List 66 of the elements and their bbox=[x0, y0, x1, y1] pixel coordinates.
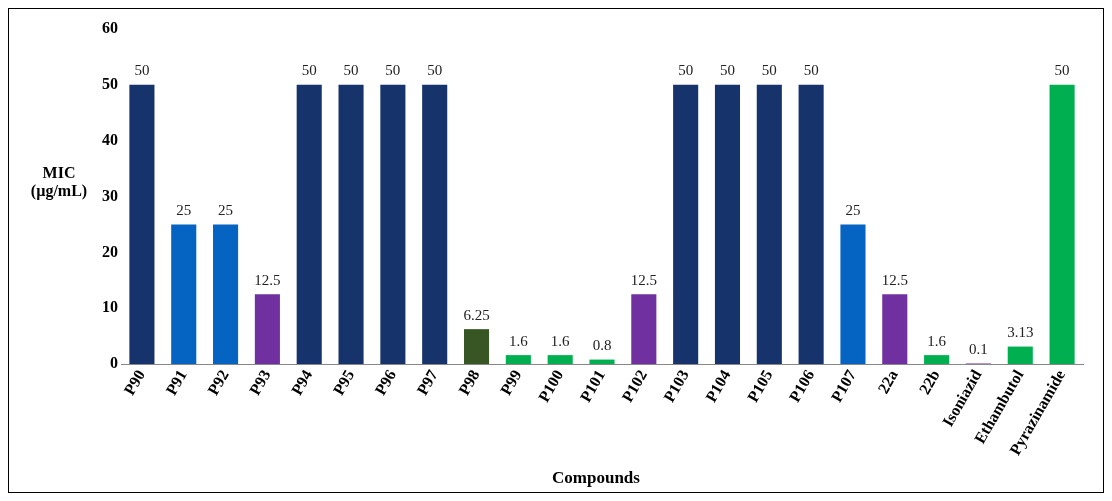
data-label: 50 bbox=[385, 62, 401, 79]
data-label: 50 bbox=[1054, 62, 1070, 79]
data-label: 12.5 bbox=[630, 271, 657, 288]
data-label: 50 bbox=[134, 62, 150, 79]
x-tick-label: P96 bbox=[371, 366, 400, 398]
bar bbox=[254, 294, 280, 365]
data-label: 50 bbox=[343, 62, 359, 79]
y-tick-label: 20 bbox=[102, 242, 118, 260]
x-tick-label: P94 bbox=[287, 366, 316, 398]
bar bbox=[213, 224, 239, 365]
bar bbox=[129, 84, 155, 365]
bar bbox=[171, 224, 197, 365]
y-tick-label: 30 bbox=[102, 186, 118, 204]
data-label: 0.8 bbox=[592, 337, 612, 354]
data-label: 0.1 bbox=[969, 340, 988, 357]
bar bbox=[882, 294, 908, 365]
y-tick-label: 0 bbox=[110, 354, 118, 372]
x-tick-label: P93 bbox=[245, 366, 274, 398]
y-axis-title: MIC (µg/mL) bbox=[29, 164, 89, 200]
data-label: 3.13 bbox=[1007, 324, 1034, 341]
y-tick-label: 10 bbox=[102, 298, 118, 316]
data-label: 50 bbox=[803, 62, 819, 79]
data-label: 1.6 bbox=[508, 332, 529, 349]
x-tick-label: P97 bbox=[413, 366, 441, 398]
bar bbox=[714, 84, 741, 365]
bar bbox=[924, 355, 950, 365]
bar bbox=[756, 84, 782, 365]
bar bbox=[673, 84, 699, 365]
data-label: 50 bbox=[678, 62, 694, 79]
data-label: 50 bbox=[301, 62, 317, 79]
bar bbox=[547, 355, 573, 365]
data-label: 12.5 bbox=[881, 271, 908, 288]
y-tick-label: 50 bbox=[102, 74, 118, 92]
x-tick-label: P91 bbox=[162, 366, 190, 398]
data-label: 25 bbox=[218, 201, 234, 218]
y-tick-label: 60 bbox=[102, 19, 118, 37]
bar bbox=[422, 84, 448, 365]
bar bbox=[463, 329, 490, 365]
data-label: 25 bbox=[176, 201, 192, 218]
bar bbox=[505, 355, 531, 365]
x-tick-label: P92 bbox=[204, 366, 232, 398]
bar bbox=[589, 359, 615, 365]
bar bbox=[380, 84, 406, 365]
bar bbox=[296, 84, 322, 365]
data-label: 50 bbox=[719, 62, 735, 79]
bar bbox=[631, 294, 657, 365]
x-tick-label: 22a bbox=[874, 366, 901, 397]
data-label: 1.6 bbox=[550, 332, 571, 349]
bar bbox=[1049, 84, 1075, 365]
bar bbox=[338, 84, 364, 365]
data-label: 25 bbox=[845, 201, 861, 218]
bar bbox=[798, 84, 824, 365]
data-label: 12.5 bbox=[254, 271, 281, 288]
x-tick-label: P98 bbox=[455, 366, 483, 398]
y-tick-label: 40 bbox=[102, 130, 118, 148]
x-tick-label: 22b bbox=[915, 366, 943, 397]
x-tick-label: P95 bbox=[329, 366, 358, 398]
bar bbox=[1007, 346, 1033, 365]
data-label: 1.6 bbox=[927, 332, 947, 349]
x-axis-title: Compounds bbox=[551, 468, 641, 488]
x-tick-label: P99 bbox=[496, 366, 525, 398]
x-tick-label: P90 bbox=[120, 366, 149, 398]
bar bbox=[840, 224, 866, 365]
data-label: 50 bbox=[427, 62, 443, 79]
data-label: 50 bbox=[761, 62, 777, 79]
data-label: 6.25 bbox=[463, 306, 490, 323]
